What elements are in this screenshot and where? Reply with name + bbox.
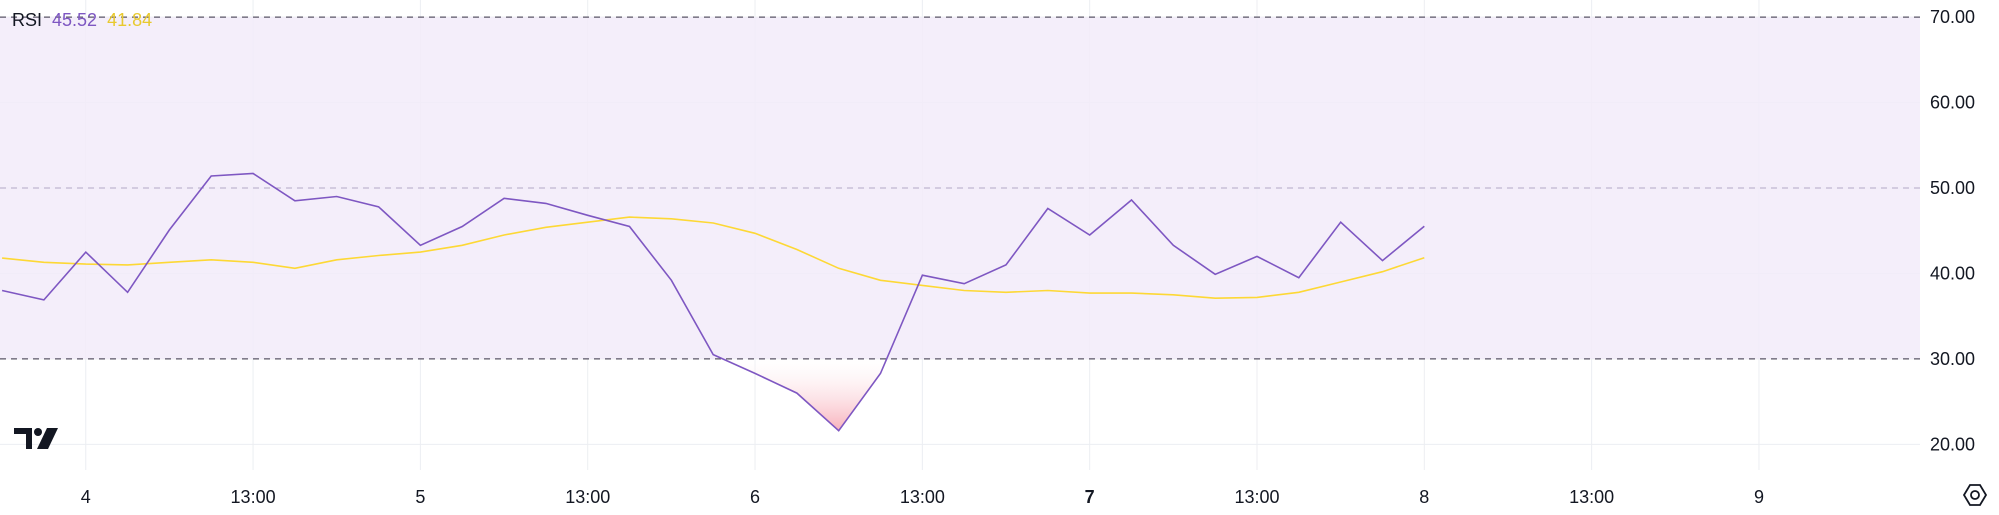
ma-value: 41.84 [107, 10, 153, 30]
indicator-name: RSI [12, 10, 43, 30]
indicator-legend[interactable]: RSI 45.52 41.84 [12, 10, 162, 31]
price-axis: 70.00 60.00 50.00 40.00 30.00 20.00 [1930, 7, 1975, 454]
settings-icon[interactable] [1962, 482, 1988, 513]
time-axis: 4 13:00 5 13:00 6 13:00 7 13:00 8 13:00 9 [81, 487, 1764, 507]
y-tick-label: 70.00 [1930, 7, 1975, 27]
x-tick-label: 13:00 [565, 487, 610, 507]
y-tick-label: 40.00 [1930, 263, 1975, 283]
x-tick-label: 7 [1085, 487, 1095, 507]
x-tick-label: 13:00 [1569, 487, 1614, 507]
rsi-value: 45.52 [52, 10, 98, 30]
x-tick-label: 6 [750, 487, 760, 507]
x-tick-label: 4 [81, 487, 91, 507]
y-tick-label: 60.00 [1930, 93, 1975, 113]
band-lines [0, 16, 1920, 360]
rsi-line [1, 172, 1425, 432]
y-tick-label: 30.00 [1930, 349, 1975, 369]
x-tick-label: 13:00 [231, 487, 276, 507]
x-tick-label: 13:00 [900, 487, 945, 507]
rsi-ma-line [2, 216, 1425, 300]
y-tick-label: 20.00 [1930, 434, 1975, 454]
x-tick-label: 9 [1754, 487, 1764, 507]
x-tick-label: 5 [415, 487, 425, 507]
x-tick-label: 13:00 [1234, 487, 1279, 507]
tradingview-logo-icon[interactable] [14, 426, 62, 457]
x-tick-label: 8 [1419, 487, 1429, 507]
y-tick-label: 50.00 [1930, 178, 1975, 198]
